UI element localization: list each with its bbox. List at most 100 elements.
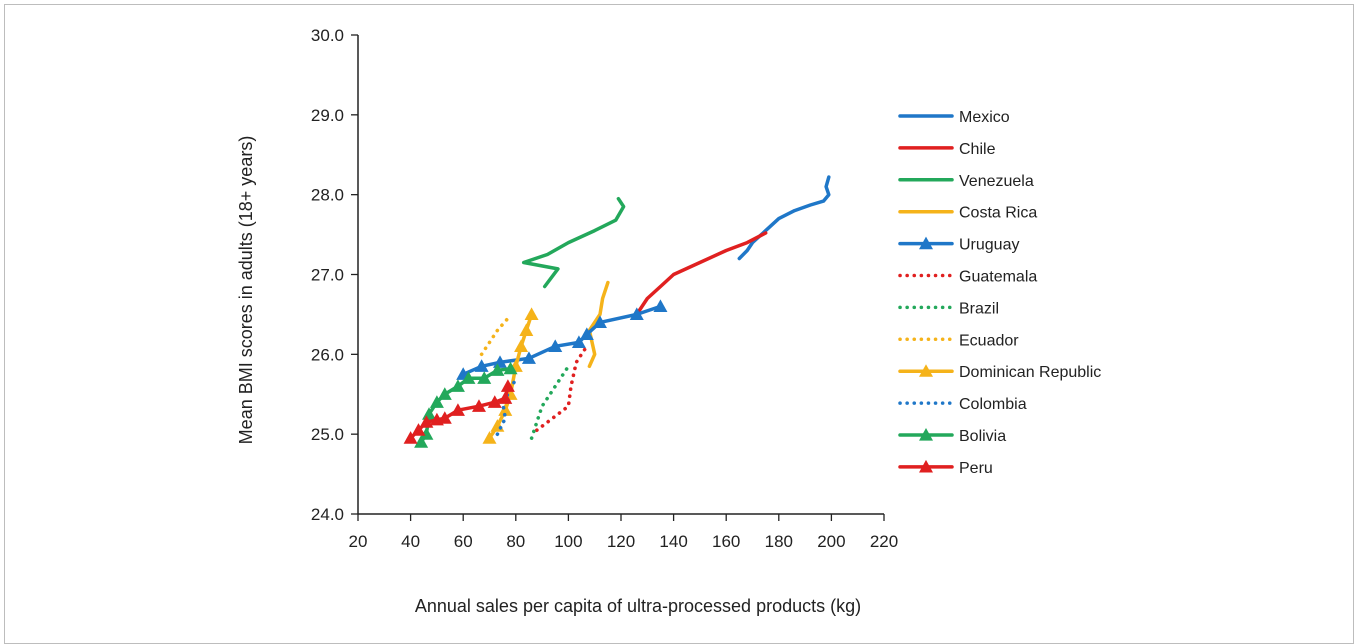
data-point <box>592 315 607 328</box>
x-tick-label: 100 <box>554 532 582 551</box>
series-line <box>461 304 663 377</box>
series-guatemala <box>535 344 589 432</box>
legend-item-colombia: Colombia <box>898 396 1027 413</box>
legend-label: Venezuela <box>959 173 1034 190</box>
legend-marker <box>919 428 933 441</box>
data-point <box>429 395 444 408</box>
y-tick-label: 26.0 <box>311 345 344 364</box>
data-point <box>477 371 492 384</box>
legend-item-dominican-republic: Dominican Republic <box>898 364 1101 381</box>
data-point <box>419 427 434 440</box>
legend-item-brazil: Brazil <box>898 300 999 317</box>
y-tick-label: 28.0 <box>311 186 344 205</box>
legend-label: Peru <box>959 460 993 477</box>
data-point <box>437 387 452 400</box>
y-axis-title: Mean BMI scores in adults (18+ years) <box>236 136 256 445</box>
data-point <box>403 431 418 444</box>
series-line <box>529 364 571 440</box>
legend-marker <box>919 364 933 377</box>
y-tick-label: 30.0 <box>311 26 344 45</box>
series-mexico <box>737 175 831 261</box>
x-tick-label: 40 <box>401 532 420 551</box>
series-costa-rica <box>587 280 610 369</box>
legend-label: Chile <box>959 141 996 158</box>
legend-label: Brazil <box>959 300 999 317</box>
data-point <box>579 327 594 340</box>
series-brazil <box>529 364 571 440</box>
y-tick-label: 29.0 <box>311 106 344 125</box>
data-point <box>487 395 502 408</box>
data-point <box>498 391 513 404</box>
x-tick-label: 20 <box>349 532 368 551</box>
legend-marker <box>919 236 933 250</box>
legend-label: Mexico <box>959 109 1010 126</box>
data-point <box>571 335 586 348</box>
data-point <box>414 435 429 448</box>
data-point <box>548 339 563 352</box>
legend-label: Colombia <box>959 396 1027 413</box>
data-point <box>471 399 486 412</box>
series-line <box>737 175 831 261</box>
legend-item-bolivia: Bolivia <box>898 428 1006 445</box>
legend-item-ecuador: Ecuador <box>898 332 1019 349</box>
x-tick-label: 180 <box>765 532 793 551</box>
series-line <box>521 196 626 289</box>
y-tick-label: 24.0 <box>311 505 344 524</box>
series-line <box>637 231 768 313</box>
data-point <box>482 431 497 444</box>
y-tick-label: 25.0 <box>311 425 344 444</box>
data-point <box>500 379 515 392</box>
x-tick-label: 220 <box>870 532 898 551</box>
series-venezuela <box>521 196 626 289</box>
x-tick-label: 80 <box>506 532 525 551</box>
data-point <box>490 363 505 376</box>
data-point <box>524 307 539 321</box>
data-point <box>422 407 437 420</box>
legend-label: Guatemala <box>959 269 1037 286</box>
y-tick-label: 27.0 <box>311 266 344 285</box>
data-point <box>503 361 518 375</box>
x-tick-label: 160 <box>712 532 740 551</box>
chart: 20 40 60 80 100 120 140 160 180 200 220 24.0 25.0 26.… <box>236 26 1101 616</box>
x-tick-label: 140 <box>659 532 687 551</box>
data-point <box>437 411 452 424</box>
legend-item-venezuela: Venezuela <box>898 173 1034 190</box>
legend-item-uruguay: Uruguay <box>898 236 1019 254</box>
x-tick-label: 200 <box>817 532 845 551</box>
data-point <box>653 299 668 313</box>
legend-item-chile: Chile <box>898 141 996 158</box>
legend-label: Bolivia <box>959 428 1006 445</box>
series-line <box>587 280 610 369</box>
data-point <box>450 403 465 416</box>
legend-item-costa-rica: Costa Rica <box>898 205 1037 222</box>
legend-label: Dominican Republic <box>959 364 1101 381</box>
axes: 20 40 60 80 100 120 140 160 180 200 220 24.0 25.0 26.… <box>311 26 898 551</box>
x-tick-label: 120 <box>607 532 635 551</box>
data-point <box>519 323 534 336</box>
series-line <box>535 344 589 432</box>
data-point <box>514 339 529 352</box>
legend-item-guatemala: Guatemala <box>898 269 1037 286</box>
x-axis-title: Annual sales per capita of ultra-process… <box>415 596 861 616</box>
legend-marker <box>919 459 933 473</box>
legend-label: Uruguay <box>959 237 1019 254</box>
series-ecuador <box>479 316 510 357</box>
data-point <box>419 415 434 428</box>
data-point <box>411 423 426 436</box>
data-point <box>521 351 536 364</box>
data-point <box>493 355 508 368</box>
data-point <box>629 307 644 321</box>
legend-item-peru: Peru <box>898 459 993 477</box>
legend-item-mexico: Mexico <box>898 109 1010 126</box>
series-uruguay <box>456 299 668 380</box>
series-layer <box>403 175 831 448</box>
legend: Mexico Chile Venezuela Costa Rica Uruguay Gua… <box>898 109 1101 477</box>
data-point <box>498 403 513 416</box>
data-point <box>474 359 489 372</box>
data-point <box>461 371 476 384</box>
series-peru <box>403 379 515 444</box>
series-chile <box>637 231 768 313</box>
legend-label: Costa Rica <box>959 205 1037 222</box>
x-tick-label: 60 <box>454 532 473 551</box>
legend-label: Ecuador <box>959 332 1019 349</box>
